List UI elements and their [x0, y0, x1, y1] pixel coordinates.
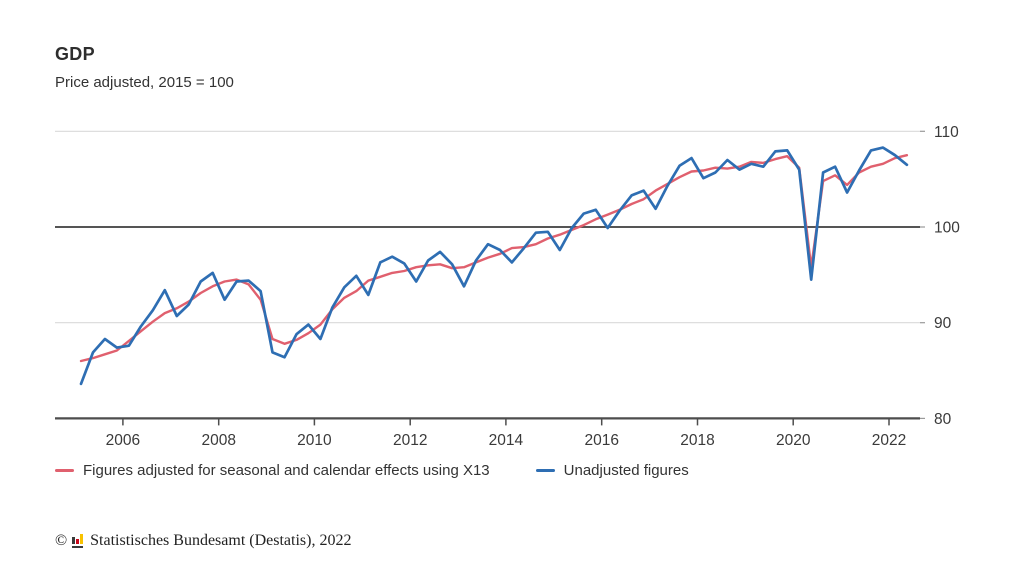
- destatis-bar-chart-logo-icon: [72, 534, 84, 548]
- x-tick-label: 2016: [584, 432, 618, 449]
- unadjusted-series-line: [79, 146, 909, 386]
- legend-item-unadjusted: Unadjusted figures: [535, 462, 689, 479]
- source-attribution: © Statistisches Bundesamt (Destatis), 20…: [55, 532, 351, 550]
- y-tick-label: 110: [934, 124, 959, 141]
- adjusted-series-swatch-icon: [55, 469, 74, 472]
- x-tick-label: 2018: [680, 432, 714, 449]
- y-tick-label: 80: [934, 411, 952, 428]
- legend-label-unadjusted: Unadjusted figures: [563, 462, 689, 479]
- chart-header: GDP Price adjusted, 2015 = 100: [55, 44, 234, 91]
- y-tick-label: 100: [934, 220, 960, 237]
- copyright-symbol: ©: [55, 532, 68, 549]
- legend-item-adjusted: Figures adjusted for seasonal and calend…: [55, 462, 490, 479]
- legend-label-adjusted: Figures adjusted for seasonal and calend…: [83, 462, 490, 479]
- logo-bar: [72, 537, 76, 544]
- x-tick-label: 2008: [201, 432, 235, 449]
- x-tick-label: 2010: [297, 432, 332, 449]
- y-tick-label: 90: [934, 315, 952, 332]
- logo-bar: [80, 534, 84, 544]
- chart-title: GDP: [55, 44, 95, 64]
- logo-bar: [76, 539, 80, 544]
- x-tick-label: 2012: [393, 432, 427, 449]
- x-tick-label: 2006: [106, 432, 140, 449]
- source-text: Statistisches Bundesamt (Destatis), 2022: [90, 532, 352, 549]
- chart-subtitle: Price adjusted, 2015 = 100: [55, 74, 234, 91]
- unadjusted-series-swatch-icon: [535, 469, 555, 472]
- adjusted-series-line: [79, 153, 909, 363]
- chart-legend: Figures adjusted for seasonal and calend…: [55, 462, 735, 479]
- x-tick-label: 2020: [776, 432, 811, 449]
- x-tick-label: 2022: [872, 432, 906, 449]
- x-tick-label: 2014: [489, 432, 524, 449]
